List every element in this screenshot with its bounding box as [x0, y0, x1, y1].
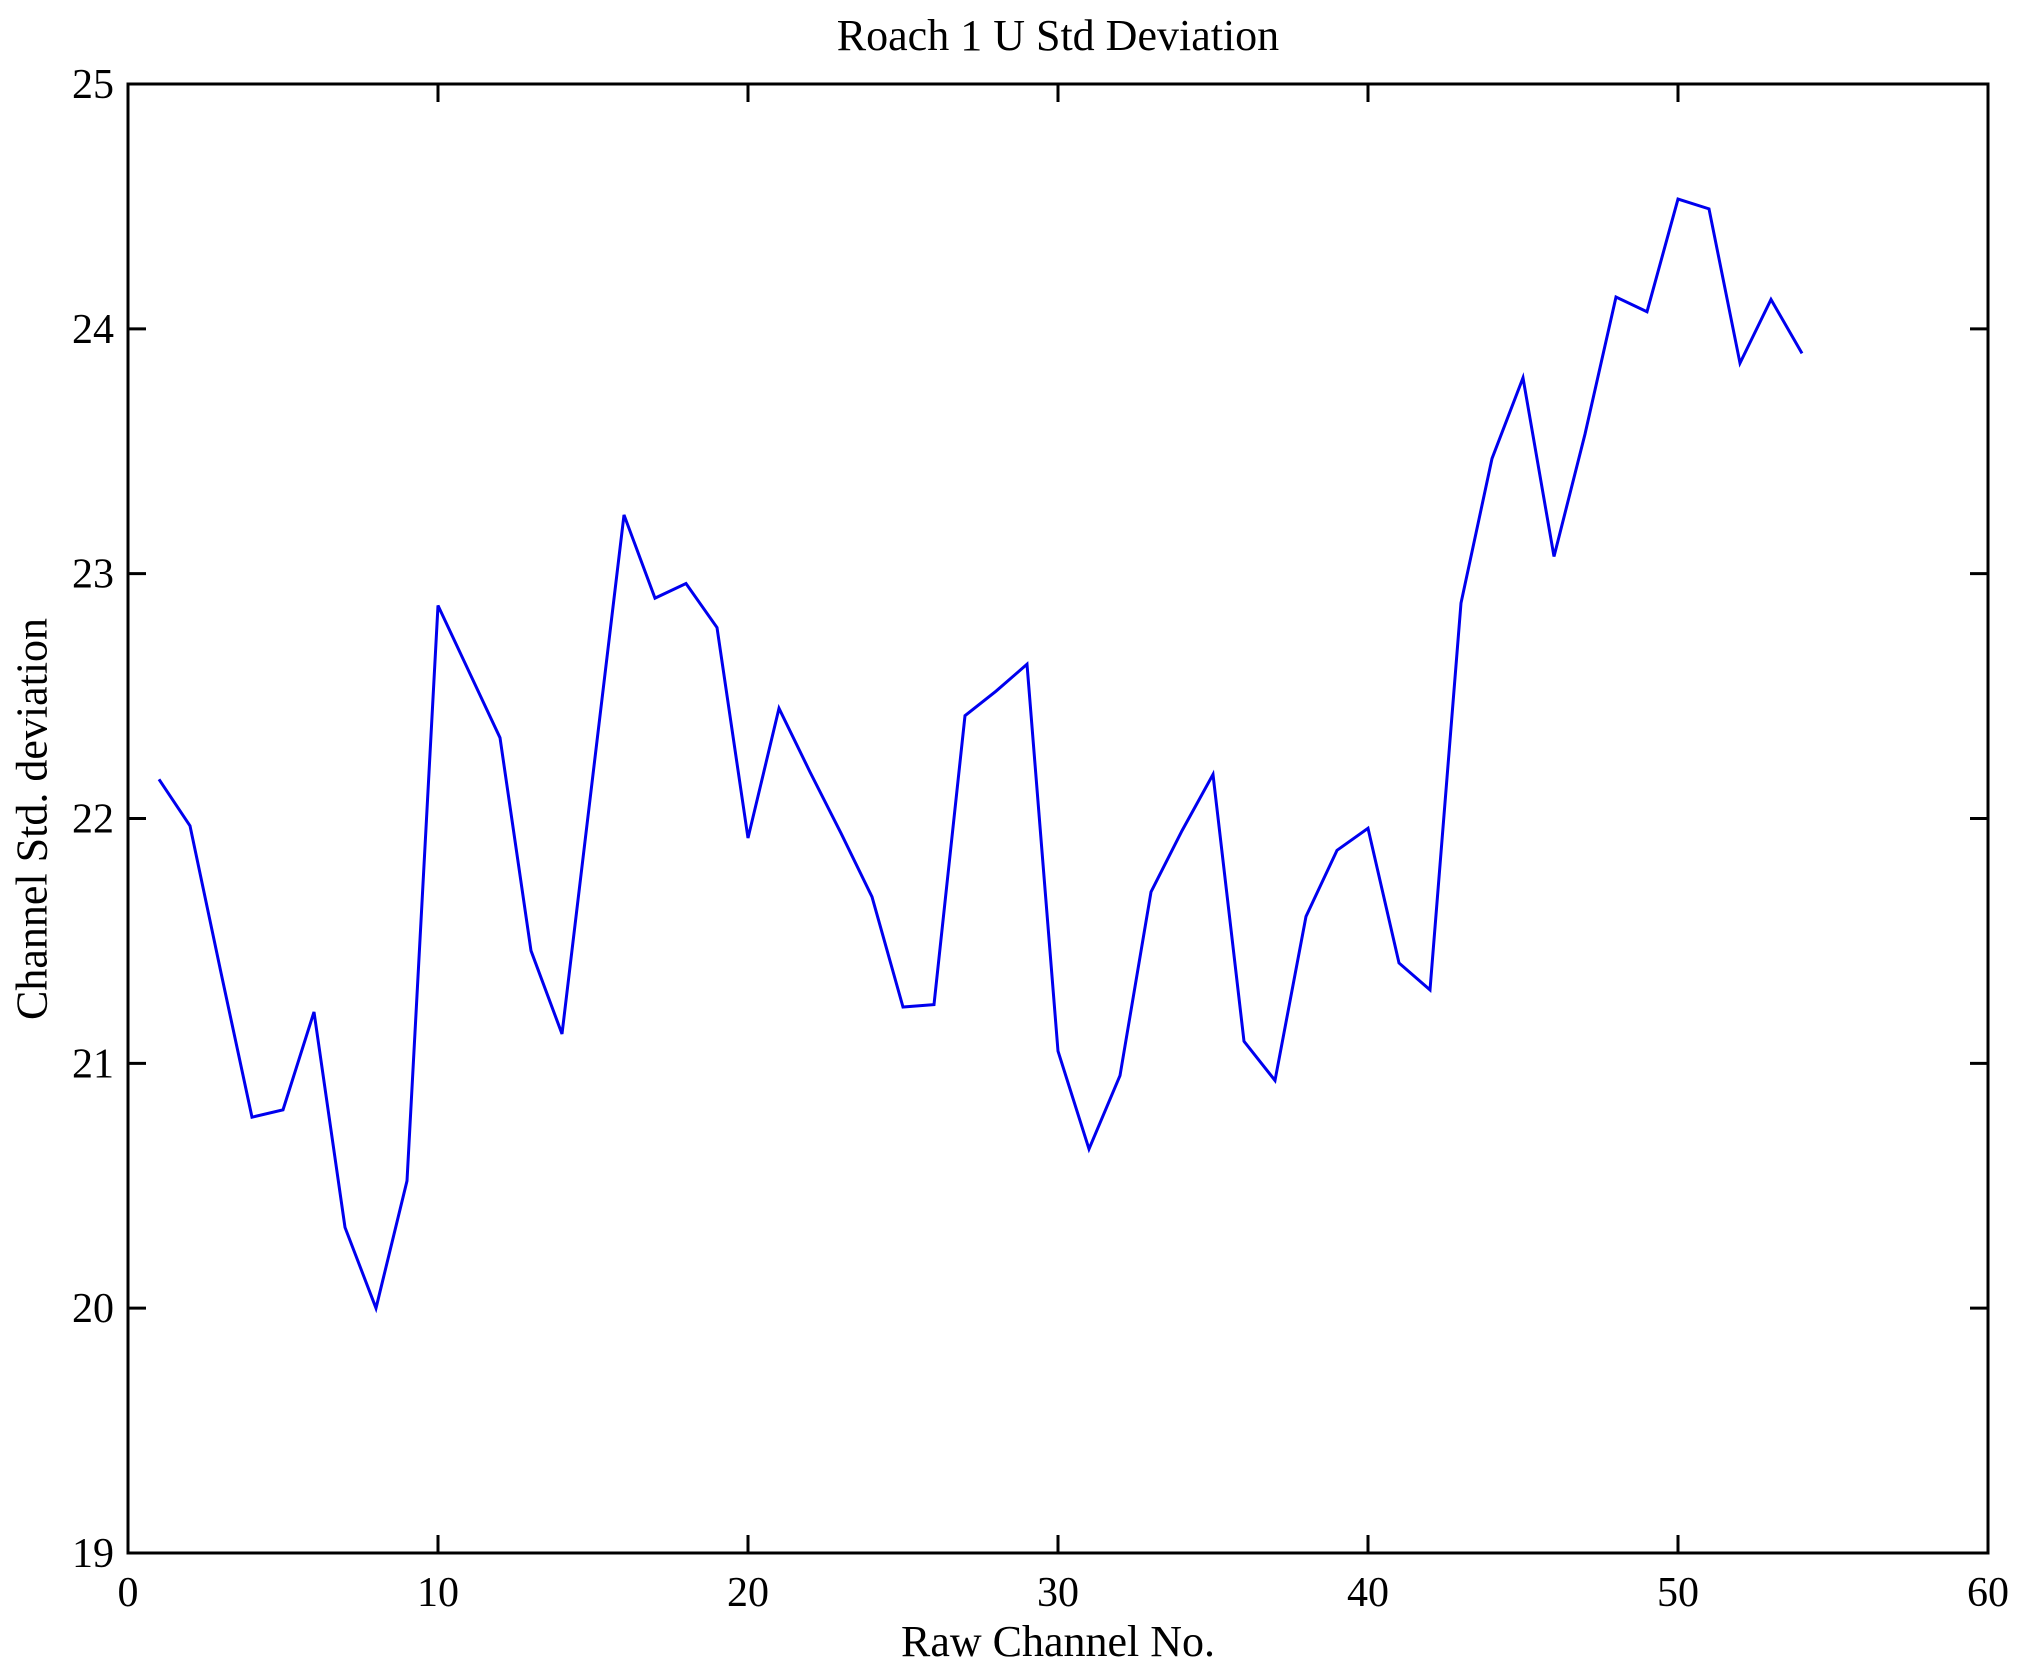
- y-tick-label: 25: [72, 62, 114, 108]
- x-tick-label: 0: [118, 1570, 139, 1616]
- x-tick-label: 30: [1037, 1570, 1079, 1616]
- x-tick-label: 20: [727, 1570, 769, 1616]
- chart-title: Roach 1 U Std Deviation: [836, 11, 1280, 60]
- plot-box: [126, 82, 1990, 1555]
- y-tick-label: 20: [72, 1286, 114, 1332]
- y-tick-label: 24: [72, 307, 114, 353]
- y-tick-label: 19: [72, 1531, 114, 1577]
- data-line: [157, 197, 1804, 1314]
- x-axis-label: Raw Channel No.: [900, 1617, 1216, 1666]
- x-tick-label: 40: [1347, 1570, 1389, 1616]
- y-tick-label: 21: [72, 1041, 114, 1087]
- x-tick-label: 10: [417, 1570, 459, 1616]
- y-tick-label: 23: [72, 552, 114, 598]
- y-tick-label: 22: [72, 797, 114, 843]
- x-tick-label: 50: [1657, 1570, 1699, 1616]
- x-tick-label: 60: [1967, 1570, 2009, 1616]
